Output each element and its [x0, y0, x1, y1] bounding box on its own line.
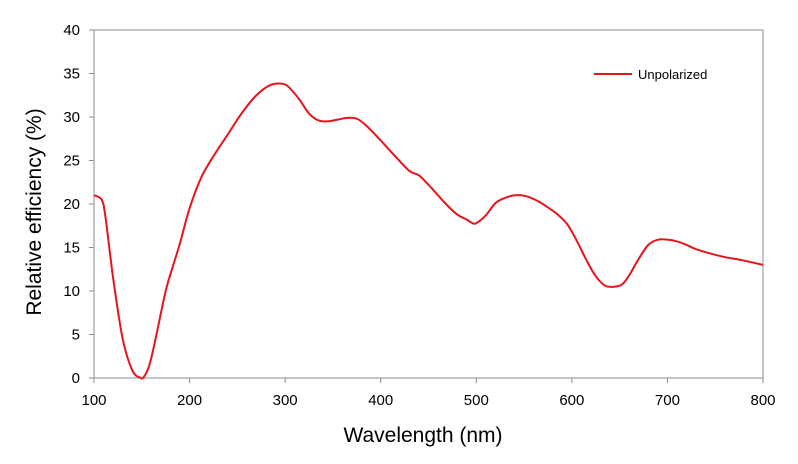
y-axis-ticks: 0 5 10 15 20 25 30 35 40 — [63, 22, 94, 387]
plot-area-border — [93, 29, 764, 379]
y-axis-title: Relative efficiency (%) — [23, 108, 46, 315]
y-tick-label: 10 — [63, 283, 80, 300]
x-tick-label: 100 — [81, 392, 106, 409]
x-tick-label: 500 — [464, 392, 489, 409]
x-tick-label: 800 — [750, 392, 775, 409]
series-layer — [93, 82, 764, 380]
y-tick-label: 15 — [63, 240, 80, 257]
y-tick-label: 0 — [72, 370, 80, 387]
x-tick-label: 400 — [368, 392, 393, 409]
x-axis-ticks: 100 200 300 400 500 600 700 800 — [81, 378, 776, 409]
x-tick-label: 700 — [655, 392, 680, 409]
legend: Unpolarized — [594, 67, 707, 82]
y-tick-label: 40 — [63, 22, 80, 39]
y-tick-label: 35 — [63, 66, 80, 83]
x-tick-label: 600 — [559, 392, 584, 409]
y-tick-label: 25 — [63, 153, 80, 170]
x-axis-title: Wavelength (nm) — [343, 424, 502, 447]
x-tick-label: 200 — [177, 392, 202, 409]
y-tick-label: 30 — [63, 109, 80, 126]
x-tick-label: 300 — [273, 392, 298, 409]
series-line-unpolarized — [93, 82, 764, 380]
legend-label-unpolarized: Unpolarized — [638, 67, 707, 82]
y-tick-label: 20 — [63, 196, 80, 213]
y-tick-label: 5 — [72, 327, 80, 344]
